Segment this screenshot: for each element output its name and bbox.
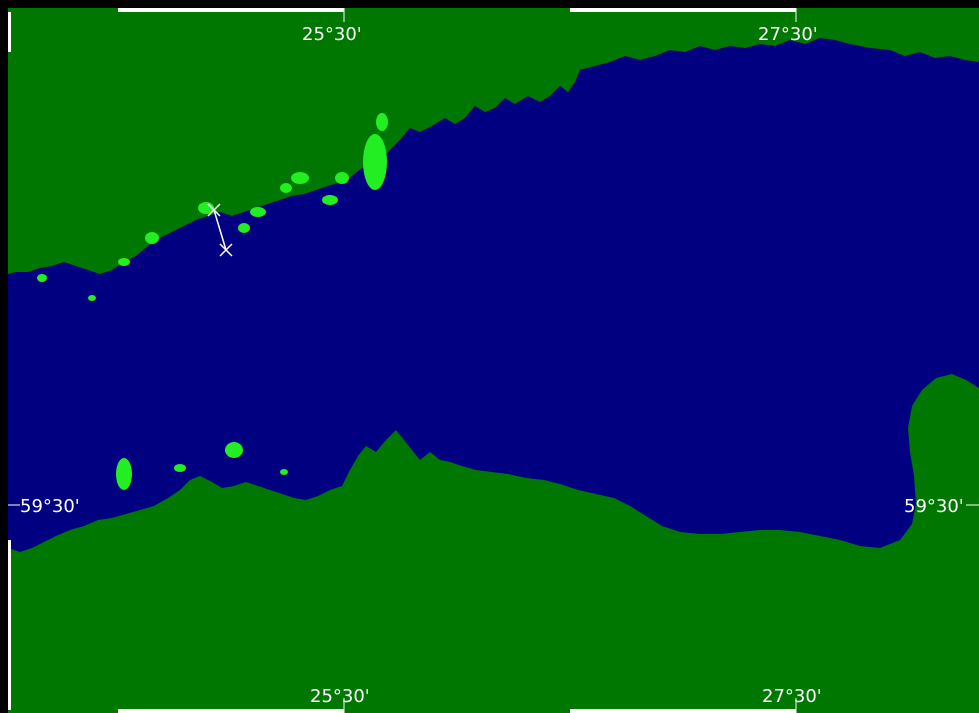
scale-bar-bottom-2 [570, 709, 796, 713]
islands-south [116, 442, 288, 490]
lon-label-bottom-right: 27°30' [762, 686, 822, 707]
scale-bar-left-top [8, 12, 11, 52]
lat-label-right: 59°30' [904, 496, 964, 517]
south-land [8, 374, 979, 713]
x-marker-start[interactable] [207, 203, 221, 217]
scale-bar-bottom-1 [118, 709, 344, 713]
scale-bar-top-1 [118, 8, 344, 12]
lon-label-top-right: 27°30' [758, 24, 818, 45]
islands-north [37, 113, 388, 301]
lat-label-left: 59°30' [20, 496, 80, 517]
route-line[interactable] [213, 209, 227, 251]
x-marker-end[interactable] [219, 243, 233, 257]
scale-bar-top-2 [570, 8, 796, 12]
lon-label-bottom-left: 25°30' [310, 686, 370, 707]
lon-label-top-left: 25°30' [302, 24, 362, 45]
north-land [8, 8, 979, 274]
scale-bar-left-bottom [8, 540, 11, 710]
